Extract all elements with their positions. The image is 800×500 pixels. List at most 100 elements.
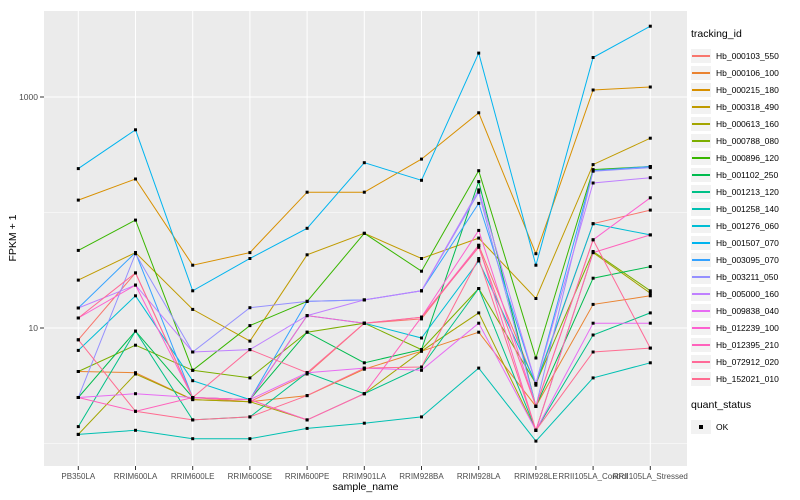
data-point	[248, 376, 252, 380]
data-point	[591, 333, 595, 337]
legend-line-swatch	[692, 54, 710, 57]
x-tick-label: RRIM600PE	[285, 472, 329, 481]
ok-square-icon	[691, 419, 711, 434]
x-tick-label: RRII105LA_Control	[558, 472, 628, 481]
legend-line-icon	[691, 218, 711, 233]
data-point	[191, 307, 195, 311]
data-point	[134, 392, 137, 396]
data-point	[477, 190, 481, 194]
legend-key-Hb_000106_100: Hb_000106_100	[691, 64, 799, 81]
data-point	[477, 330, 481, 334]
data-point	[477, 51, 481, 55]
legend-line-swatch	[692, 360, 710, 363]
legend-key-label: Hb_009838_040	[716, 305, 779, 316]
legend-key-Hb_000788_080: Hb_000788_080	[691, 132, 799, 149]
data-point	[534, 382, 538, 386]
data-point	[534, 439, 538, 443]
legend-key-ok: OK	[691, 418, 799, 435]
data-point	[534, 356, 538, 360]
data-point	[420, 157, 423, 161]
data-point	[534, 383, 538, 387]
data-point	[134, 409, 137, 413]
legend-key-Hb_000215_180: Hb_000215_180	[691, 81, 799, 98]
data-point	[191, 418, 195, 422]
data-point	[648, 136, 652, 140]
data-point	[591, 169, 595, 173]
data-point	[248, 257, 252, 260]
data-point	[477, 243, 481, 247]
data-point	[134, 218, 137, 222]
data-point	[534, 404, 538, 408]
data-point	[477, 228, 481, 232]
legend-key-label: Hb_001507_070	[716, 237, 779, 248]
y-tick-label: 10	[29, 323, 39, 333]
data-point	[648, 208, 652, 212]
data-point	[191, 437, 195, 441]
data-point	[134, 128, 137, 132]
legend-line-swatch	[692, 105, 710, 108]
data-point	[191, 379, 195, 383]
data-point	[420, 269, 423, 273]
legend-line-icon	[691, 48, 711, 63]
x-tick-label: RRIM600LA	[114, 472, 158, 481]
data-point	[477, 236, 481, 240]
data-point	[362, 321, 366, 325]
data-point	[591, 251, 595, 255]
data-point	[362, 361, 366, 365]
data-point	[420, 336, 423, 340]
data-point	[362, 231, 366, 235]
data-point	[420, 365, 423, 369]
legend-key-label: Hb_012395_210	[716, 339, 779, 350]
data-point	[248, 437, 252, 441]
legend-key-Hb_001213_120: Hb_001213_120	[691, 183, 799, 200]
legend-line-icon	[691, 201, 711, 216]
legend-line-icon	[691, 133, 711, 148]
legend-line-swatch	[692, 207, 710, 210]
legend-key-Hb_003211_050: Hb_003211_050	[691, 268, 799, 285]
legend-line-icon	[691, 252, 711, 267]
data-point	[591, 376, 595, 380]
legend-line-icon	[691, 65, 711, 80]
data-point	[305, 253, 309, 257]
data-point	[477, 366, 481, 370]
legend-line-swatch	[692, 224, 710, 227]
legend-title-quant-status: quant_status	[691, 399, 752, 411]
data-point	[477, 321, 481, 325]
data-point	[305, 190, 309, 194]
data-point	[648, 24, 652, 28]
data-point	[76, 338, 80, 342]
data-point	[591, 276, 595, 280]
data-point	[248, 415, 252, 419]
data-point	[591, 88, 595, 92]
legend-key-label: Hb_000613_160	[716, 118, 779, 129]
legend-line-swatch	[692, 258, 710, 261]
legend-key-Hb_012395_210: Hb_012395_210	[691, 336, 799, 353]
legend-key-label: Hb_152021_010	[716, 373, 779, 384]
data-point	[191, 350, 195, 354]
legend-key-list: Hb_000103_550 Hb_000106_100 Hb_000215_180 H…	[691, 47, 799, 387]
data-point	[191, 396, 195, 399]
legend-key-label: Hb_005000_160	[716, 288, 779, 299]
legend-line-swatch	[692, 88, 710, 91]
legend-key-Hb_001276_060: Hb_001276_060	[691, 217, 799, 234]
legend-line-icon	[691, 150, 711, 165]
data-point	[76, 370, 80, 373]
legend-line-icon	[691, 99, 711, 114]
data-point	[248, 339, 252, 343]
data-point	[362, 161, 366, 165]
legend-line-swatch	[692, 275, 710, 278]
data-point	[305, 330, 309, 334]
legend-key-Hb_012239_100: Hb_012239_100	[691, 319, 799, 336]
data-point	[420, 317, 423, 321]
y-tick-label: 1000	[19, 92, 38, 102]
data-point	[248, 348, 252, 352]
x-tick-label: RRIM928LE	[514, 472, 558, 481]
data-point	[76, 167, 80, 171]
legend-title-tracking-id: tracking_id	[691, 28, 742, 40]
data-point	[534, 263, 538, 267]
data-point	[648, 233, 652, 237]
legend-key-Hb_072912_020: Hb_072912_020	[691, 353, 799, 370]
legend-line-swatch	[692, 326, 710, 329]
legend-key-label: Hb_000788_080	[716, 135, 779, 146]
